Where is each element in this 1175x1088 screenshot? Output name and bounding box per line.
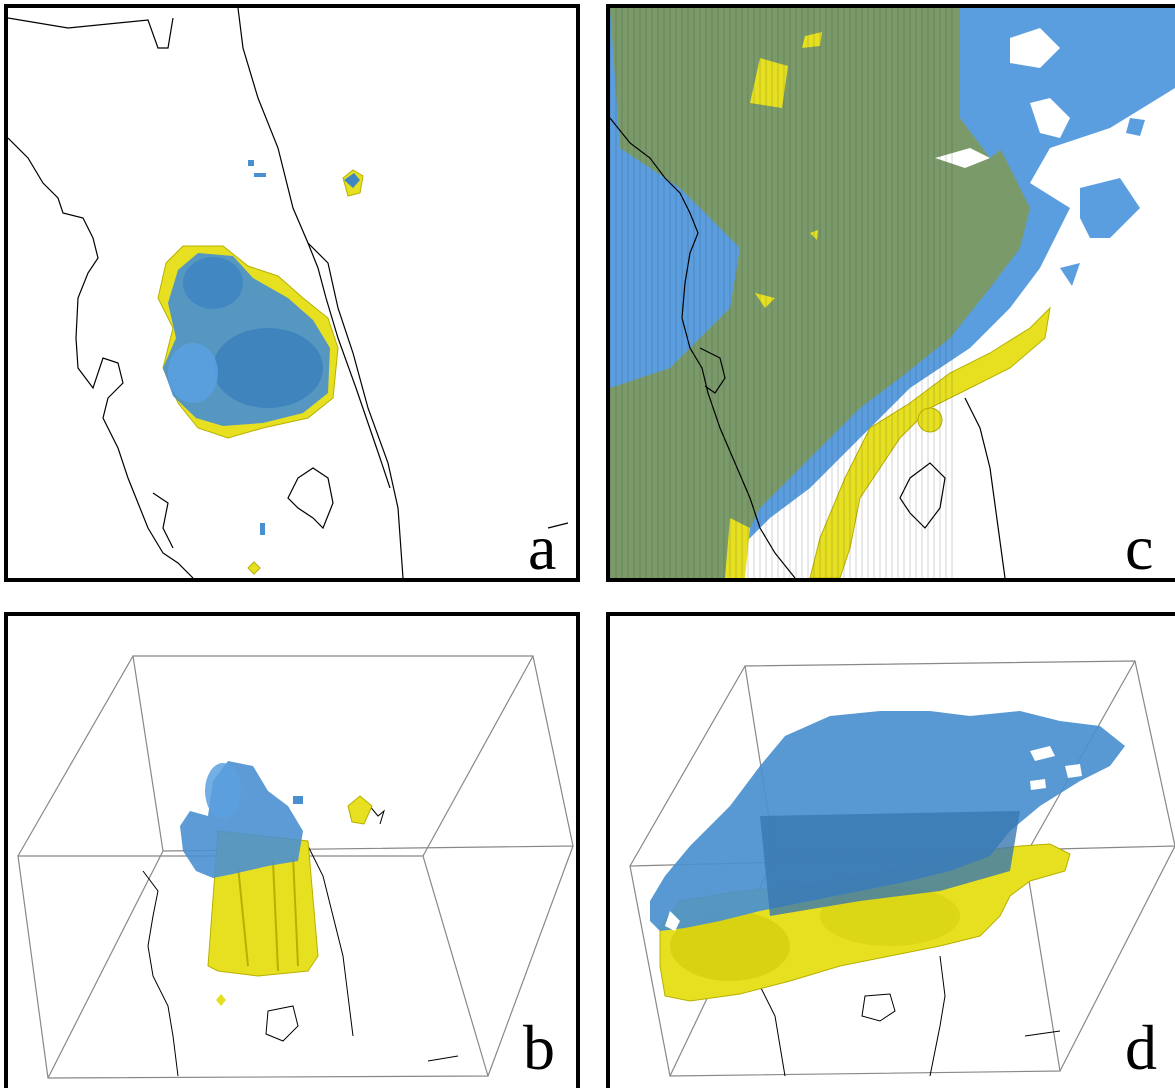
panel-d-image [629, 660, 1175, 1077]
panel-d: d [606, 612, 1175, 1088]
panel-c-image [610, 8, 1175, 578]
panel-b: b [4, 612, 580, 1088]
panel-b-image [17, 655, 574, 1079]
panel-label-c: c [1125, 512, 1154, 582]
panel-a-image [8, 8, 569, 578]
panel-label-a: a [528, 512, 557, 582]
coastline-d [759, 955, 1061, 1077]
coastline-c [610, 117, 1006, 578]
isosurface-cluster-d [650, 711, 1125, 1002]
isosurface-cluster-a [157, 160, 364, 575]
isosurface-cluster-c [610, 8, 1175, 578]
coastline-b [142, 803, 459, 1077]
panel-a: a [4, 4, 580, 582]
panel-label-b: b [523, 1012, 555, 1083]
coastline-a [8, 8, 569, 578]
hatching-c [610, 8, 953, 578]
isosurface-cluster-b [180, 761, 373, 1006]
panel-c: c [606, 4, 1175, 582]
panel-label-d: d [1125, 1012, 1157, 1083]
